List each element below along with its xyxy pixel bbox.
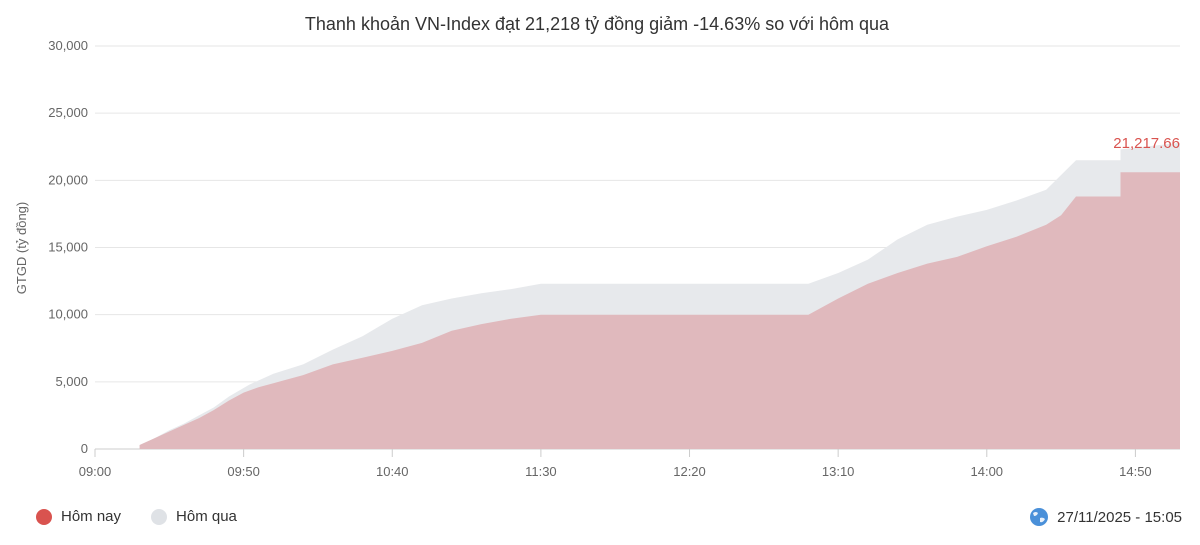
end-value-label: 21,217.66	[1113, 135, 1180, 152]
x-tick-label: 14:50	[1119, 464, 1152, 479]
legend: Hôm nay Hôm qua	[36, 508, 237, 525]
legend-dot-yesterday	[151, 508, 168, 525]
y-tick-label: 5,000	[55, 374, 88, 389]
x-tick-label: 11:30	[525, 464, 557, 479]
series-areas	[139, 142, 1181, 449]
y-tick-label: 10,000	[48, 307, 88, 322]
series-area-today	[139, 164, 1181, 449]
x-tick-label: 12:20	[673, 464, 706, 479]
legend-dot-today	[36, 508, 52, 525]
y-tick-label: 30,000	[48, 38, 88, 53]
legend-label-today: Hôm nay	[61, 508, 122, 525]
y-tick-label: 0	[81, 441, 88, 456]
x-tick-label: 09:50	[227, 464, 260, 479]
y-tick-label: 25,000	[48, 105, 88, 120]
x-tick-label: 09:00	[79, 464, 112, 479]
liquidity-chart: Thanh khoản VN-Index đạt 21,218 tỷ đồng …	[14, 14, 1181, 479]
legend-item-yesterday[interactable]: Hôm qua	[151, 508, 237, 525]
y-tick-label: 20,000	[48, 172, 88, 187]
y-tick-label: 15,000	[48, 240, 88, 255]
x-tick-label: 10:40	[376, 464, 409, 479]
legend-label-yesterday: Hôm qua	[176, 508, 237, 525]
axes: 09:00 09:50 10:40 11:30 12:20 13:10 14:00 14:50	[79, 449, 1152, 479]
chart-title: Thanh khoản VN-Index đạt 21,218 tỷ đồng …	[305, 14, 890, 34]
timestamp-area: 27/11/2025 - 15:05	[1029, 507, 1182, 527]
x-tick-label: 14:00	[971, 464, 1004, 479]
timestamp: 27/11/2025 - 15:05	[1057, 508, 1182, 526]
legend-item-today[interactable]: Hôm nay	[36, 508, 121, 525]
globe-icon	[1030, 508, 1049, 526]
y-axis-label: GTGD (tỷ đồng)	[14, 202, 29, 294]
x-tick-label: 13:10	[822, 464, 855, 479]
